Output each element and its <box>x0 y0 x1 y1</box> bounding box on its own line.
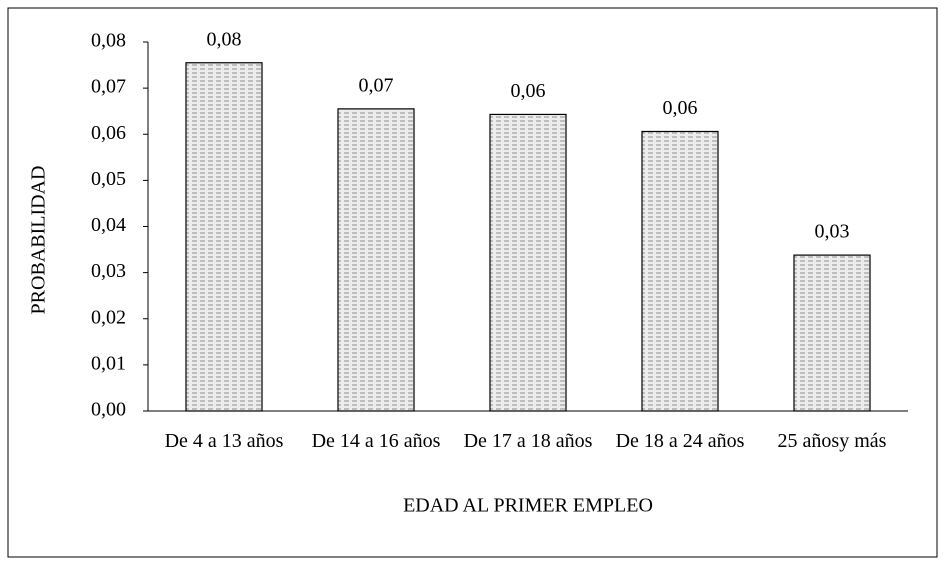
x-tick-label: 25 añosy más <box>777 430 887 452</box>
y-tick-label: 0,06 <box>91 122 126 144</box>
y-tick-label: 0,00 <box>91 399 126 421</box>
x-tick-label: De 17 a 18 años <box>463 430 593 452</box>
bar <box>337 108 415 412</box>
y-tick-label: 0,07 <box>91 76 126 98</box>
value-label: 0,03 <box>815 221 850 243</box>
value-label: 0,06 <box>663 97 698 119</box>
x-axis-title: EDAD AL PRIMER EMPLEO <box>403 495 653 517</box>
y-tick-label: 0,02 <box>91 306 126 328</box>
chart-frame <box>7 7 938 558</box>
bar <box>185 62 263 412</box>
value-label: 0,07 <box>359 74 394 96</box>
y-tick-label: 0,03 <box>91 260 126 282</box>
bar <box>793 254 871 412</box>
y-tick-label: 0,08 <box>91 30 126 52</box>
value-label: 0,06 <box>511 80 546 102</box>
y-tick-label: 0,01 <box>91 352 126 374</box>
x-tick-label: De 4 a 13 años <box>164 430 284 452</box>
x-tick-label: De 14 a 16 años <box>311 430 441 452</box>
bar <box>641 130 719 412</box>
value-label: 0,08 <box>207 28 242 50</box>
y-tick-label: 0,04 <box>91 214 126 236</box>
y-tick-label: 0,05 <box>91 168 126 190</box>
y-axis-title: PROBABILIDAD <box>28 166 50 315</box>
bar <box>489 113 567 412</box>
x-tick-label: De 18 a 24 años <box>615 430 745 452</box>
